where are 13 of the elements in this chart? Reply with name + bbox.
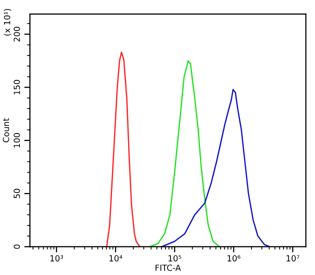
x-tick-label: 10⁴ (109, 255, 122, 262)
x-tick-label: 10³ (50, 255, 64, 262)
y-axis-title: Count (2, 118, 10, 142)
y-tick-label: 100 (14, 133, 20, 148)
y-tick-label: 50 (14, 188, 20, 198)
x-tick-label: 10⁷ (286, 255, 300, 262)
y-tick-label: 200 (14, 26, 20, 42)
x-tick-label: 10⁶ (228, 255, 240, 262)
text: (x 10¹) (4, 8, 12, 36)
y-tick-label: 0 (14, 244, 20, 249)
x-axis-title: FITC-A (156, 264, 181, 271)
x-tick-label: 10⁵ (168, 255, 182, 262)
y-tick-label: 150 (14, 80, 20, 94)
